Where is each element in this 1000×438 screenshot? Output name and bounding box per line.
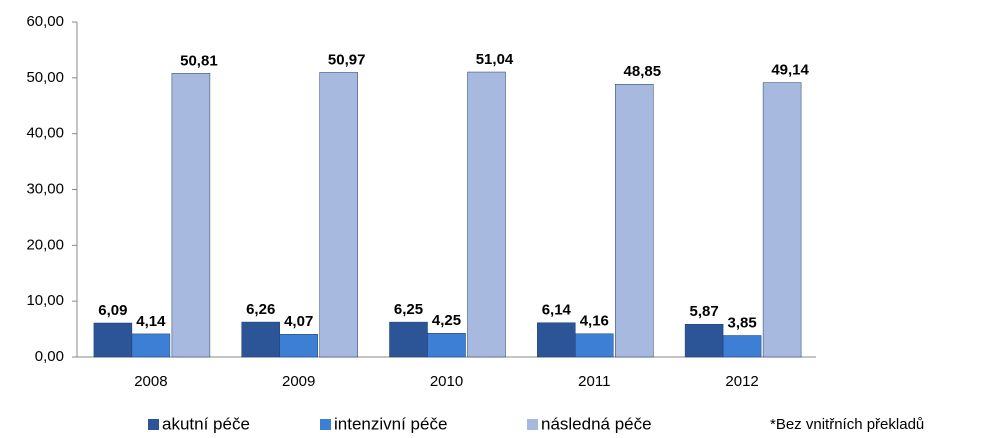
value-label: 4,14 (136, 313, 166, 330)
legend-label: intenzivní péče (334, 414, 447, 433)
y-tick-label: 40,00 (26, 125, 64, 142)
value-label: 50,81 (180, 52, 218, 69)
x-tick-label: 2011 (578, 373, 610, 390)
value-label: 4,25 (432, 312, 461, 329)
bar (762, 82, 802, 358)
value-label: 49,14 (771, 62, 809, 79)
y-tick-label: 60,00 (26, 13, 64, 30)
bar (279, 334, 318, 358)
value-label: 6,25 (394, 301, 423, 318)
x-tick-label: 2010 (430, 373, 463, 390)
y-tick-label: 50,00 (26, 69, 64, 86)
bar (389, 321, 428, 358)
x-tick-label: 2012 (725, 373, 758, 390)
x-tick-label: 2009 (282, 373, 315, 390)
legend-label: akutní péče (162, 414, 250, 433)
value-label: 6,09 (98, 302, 127, 319)
bar (537, 322, 576, 358)
value-label: 5,87 (689, 303, 718, 320)
value-label: 50,97 (328, 51, 366, 68)
y-tick-label: 0,00 (35, 348, 64, 365)
value-label: 48,85 (624, 63, 662, 80)
bar (319, 72, 358, 358)
legend-swatch (320, 419, 331, 430)
bar (615, 84, 654, 358)
value-label: 6,26 (246, 301, 275, 318)
value-label: 6,14 (542, 302, 572, 319)
bar (467, 71, 506, 358)
bar (241, 321, 280, 358)
legend-swatch (148, 419, 159, 430)
legend-swatch (527, 419, 538, 430)
value-label: 51,04 (476, 51, 514, 68)
value-label: 3,85 (727, 314, 756, 331)
bar (427, 333, 466, 358)
bar (93, 322, 133, 358)
bar (131, 333, 171, 358)
value-label: 4,07 (284, 313, 313, 330)
value-label: 4,16 (580, 313, 609, 330)
bar (722, 335, 762, 358)
bar (171, 73, 211, 358)
y-tick-label: 10,00 (26, 292, 64, 309)
x-tick-label: 2008 (134, 373, 167, 390)
bar (684, 323, 724, 358)
legend-label: následná péče (541, 414, 652, 433)
y-tick-label: 30,00 (26, 180, 64, 197)
annotation: *Bez vnitřních překladů (770, 416, 924, 433)
y-tick-label: 20,00 (26, 236, 64, 253)
bar (575, 333, 614, 358)
